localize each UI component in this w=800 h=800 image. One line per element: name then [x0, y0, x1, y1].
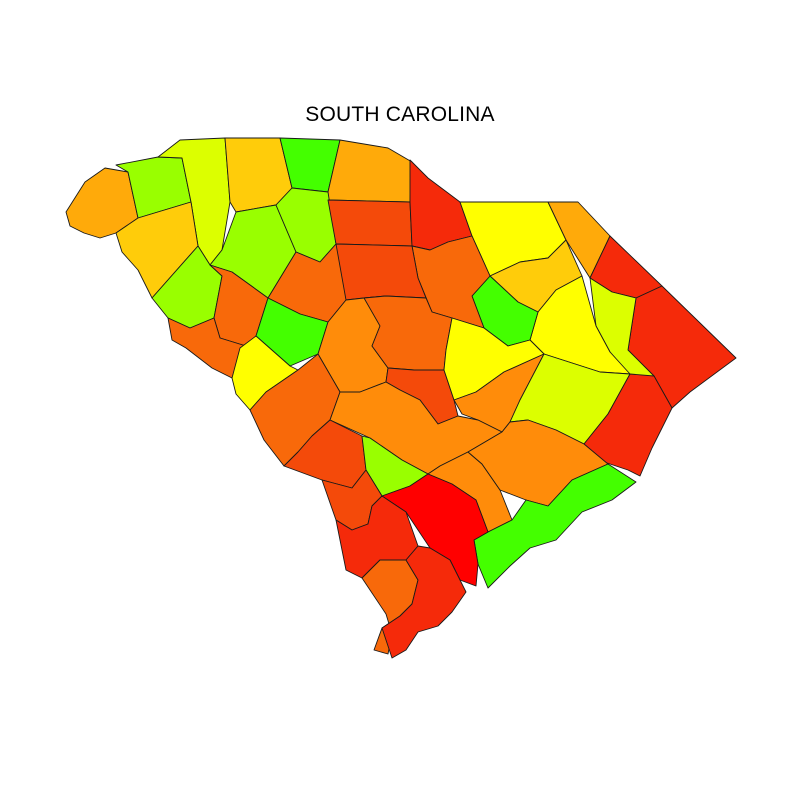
county-fairfield[interactable]: [335, 243, 427, 301]
county-york[interactable]: [327, 139, 413, 203]
county-hampton[interactable]: [335, 495, 419, 579]
county-beaufort[interactable]: [381, 545, 467, 659]
map-title: SOUTH CAROLINA: [305, 103, 495, 126]
county-chester[interactable]: [327, 199, 413, 247]
county-georgetown[interactable]: [583, 373, 673, 477]
county-layer: [65, 137, 737, 659]
